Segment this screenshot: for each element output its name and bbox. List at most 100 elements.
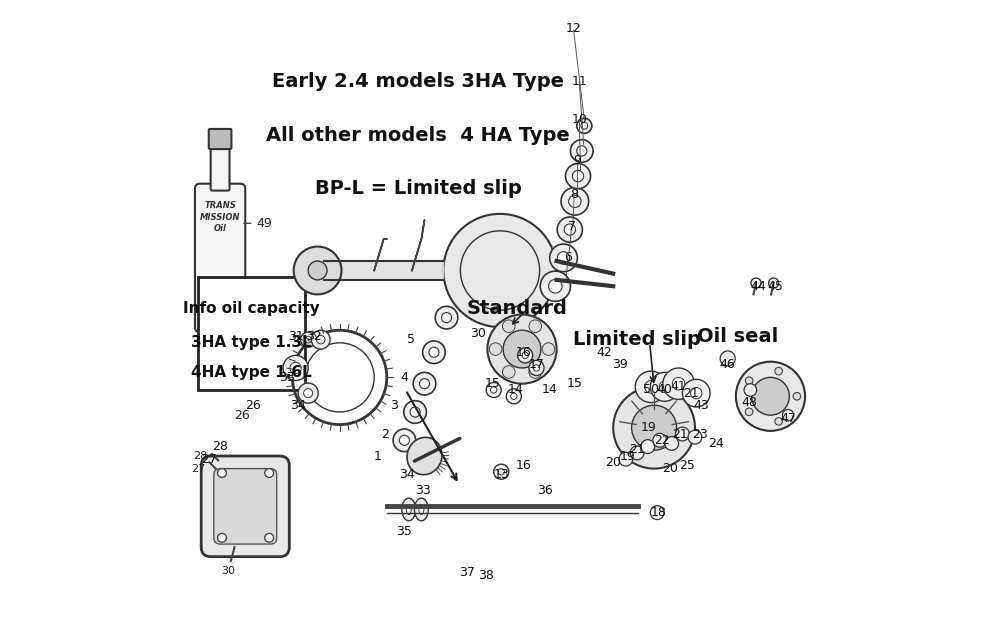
Circle shape [682,379,710,407]
Circle shape [498,469,504,475]
Circle shape [720,351,735,366]
Text: 28: 28 [193,451,208,461]
Circle shape [775,418,782,425]
Circle shape [650,372,679,401]
Circle shape [650,506,664,520]
Circle shape [529,360,544,376]
Circle shape [511,393,517,399]
Circle shape [522,352,528,359]
Text: 31: 31 [288,330,303,343]
Text: 26: 26 [246,399,261,412]
Text: 14: 14 [507,384,523,396]
Text: 27: 27 [201,453,217,465]
Text: 21: 21 [683,387,699,399]
Text: 46: 46 [720,359,736,371]
Circle shape [775,367,782,375]
Circle shape [435,306,458,329]
Circle shape [410,407,420,417]
Circle shape [413,372,436,395]
Circle shape [577,118,592,133]
Text: 20: 20 [605,456,621,469]
Circle shape [659,381,670,392]
Ellipse shape [414,498,428,521]
Text: 3HA type 1.3L: 3HA type 1.3L [191,335,312,350]
Circle shape [769,278,779,288]
Circle shape [557,217,582,242]
Text: 34: 34 [290,399,305,412]
Circle shape [506,389,521,404]
Text: 16: 16 [516,459,532,472]
Circle shape [265,533,274,542]
Circle shape [581,123,588,129]
Circle shape [570,140,593,162]
Circle shape [569,195,581,208]
Text: 12: 12 [566,22,581,35]
Circle shape [316,335,325,344]
Text: 21: 21 [629,443,645,456]
Text: 1: 1 [373,450,381,462]
Text: 13: 13 [493,469,509,481]
Text: 25: 25 [680,459,695,472]
Circle shape [305,337,312,343]
Text: 30: 30 [221,566,235,576]
Text: 35: 35 [396,525,412,538]
Text: 17: 17 [529,359,544,371]
Text: 9: 9 [573,154,581,167]
Text: 19: 19 [641,421,656,434]
Ellipse shape [406,504,411,515]
Circle shape [529,365,542,378]
Circle shape [486,382,501,398]
FancyBboxPatch shape [209,129,231,149]
Circle shape [404,401,426,423]
Ellipse shape [402,498,416,521]
Text: 3: 3 [390,399,398,412]
Circle shape [540,271,570,301]
Text: 48: 48 [741,396,757,409]
Text: 30: 30 [470,327,486,340]
Circle shape [619,452,633,466]
Circle shape [665,437,679,450]
Circle shape [691,387,702,399]
Circle shape [561,187,589,215]
Circle shape [265,469,274,477]
Text: 49: 49 [257,217,272,230]
Circle shape [290,362,301,374]
Text: 41: 41 [671,381,687,393]
FancyBboxPatch shape [198,277,305,390]
Circle shape [613,387,695,469]
Text: Standard: Standard [467,299,567,318]
Circle shape [491,387,497,393]
Text: 43: 43 [693,399,709,412]
Circle shape [429,347,439,357]
Text: 50: 50 [643,384,659,396]
Text: 22: 22 [654,434,670,447]
Text: 42: 42 [596,346,612,359]
FancyBboxPatch shape [195,184,245,332]
Text: 15: 15 [485,377,500,390]
Text: BP-L = Limited slip: BP-L = Limited slip [315,179,522,198]
Circle shape [294,247,341,294]
Circle shape [423,341,445,364]
Text: 26: 26 [234,409,250,421]
Circle shape [565,164,591,189]
Text: 47: 47 [780,412,796,425]
FancyBboxPatch shape [201,456,289,557]
Text: 6: 6 [564,252,572,264]
Text: 16: 16 [516,346,532,359]
Text: 10: 10 [571,113,587,126]
Circle shape [752,377,789,415]
Text: 39: 39 [612,359,627,371]
Circle shape [577,146,587,156]
Text: 24: 24 [709,437,724,450]
Text: Early 2.4 models 3HA Type: Early 2.4 models 3HA Type [272,72,564,91]
Text: 37: 37 [459,566,475,579]
Text: 44: 44 [750,280,766,292]
Circle shape [744,384,757,396]
Text: 38: 38 [478,569,494,582]
Circle shape [419,379,430,389]
FancyBboxPatch shape [214,469,277,544]
Circle shape [494,464,509,479]
Circle shape [529,320,542,333]
Text: 20: 20 [662,462,678,475]
Circle shape [399,435,409,445]
